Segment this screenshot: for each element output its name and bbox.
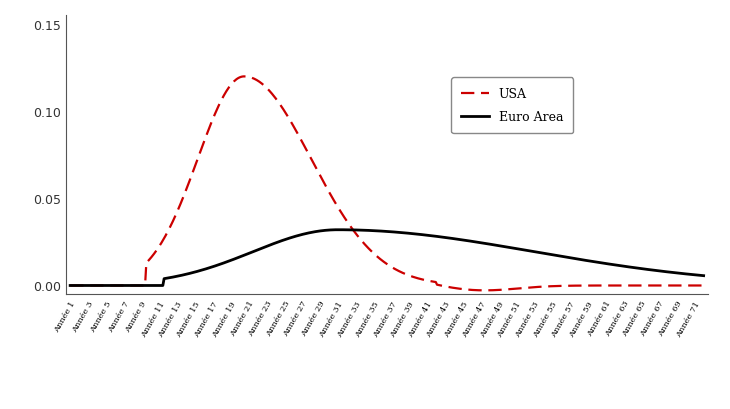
USA [686, 283, 695, 288]
USA [239, 75, 248, 80]
USA [699, 283, 708, 288]
Euro Area [685, 272, 694, 277]
Euro Area [444, 236, 453, 241]
USA [410, 275, 418, 280]
Line: USA: USA [70, 77, 704, 291]
Euro Area [372, 229, 380, 234]
USA [66, 283, 74, 288]
USA [368, 250, 377, 255]
Legend: USA, Euro Area: USA, Euro Area [451, 78, 573, 134]
Euro Area [410, 232, 418, 237]
Euro Area [368, 229, 377, 234]
Euro Area [586, 259, 595, 264]
Euro Area [334, 228, 342, 233]
USA [481, 288, 490, 293]
USA [588, 283, 596, 288]
Line: Euro Area: Euro Area [70, 230, 704, 286]
Euro Area [699, 274, 708, 279]
USA [444, 285, 453, 290]
Euro Area [66, 283, 74, 288]
USA [372, 254, 380, 258]
